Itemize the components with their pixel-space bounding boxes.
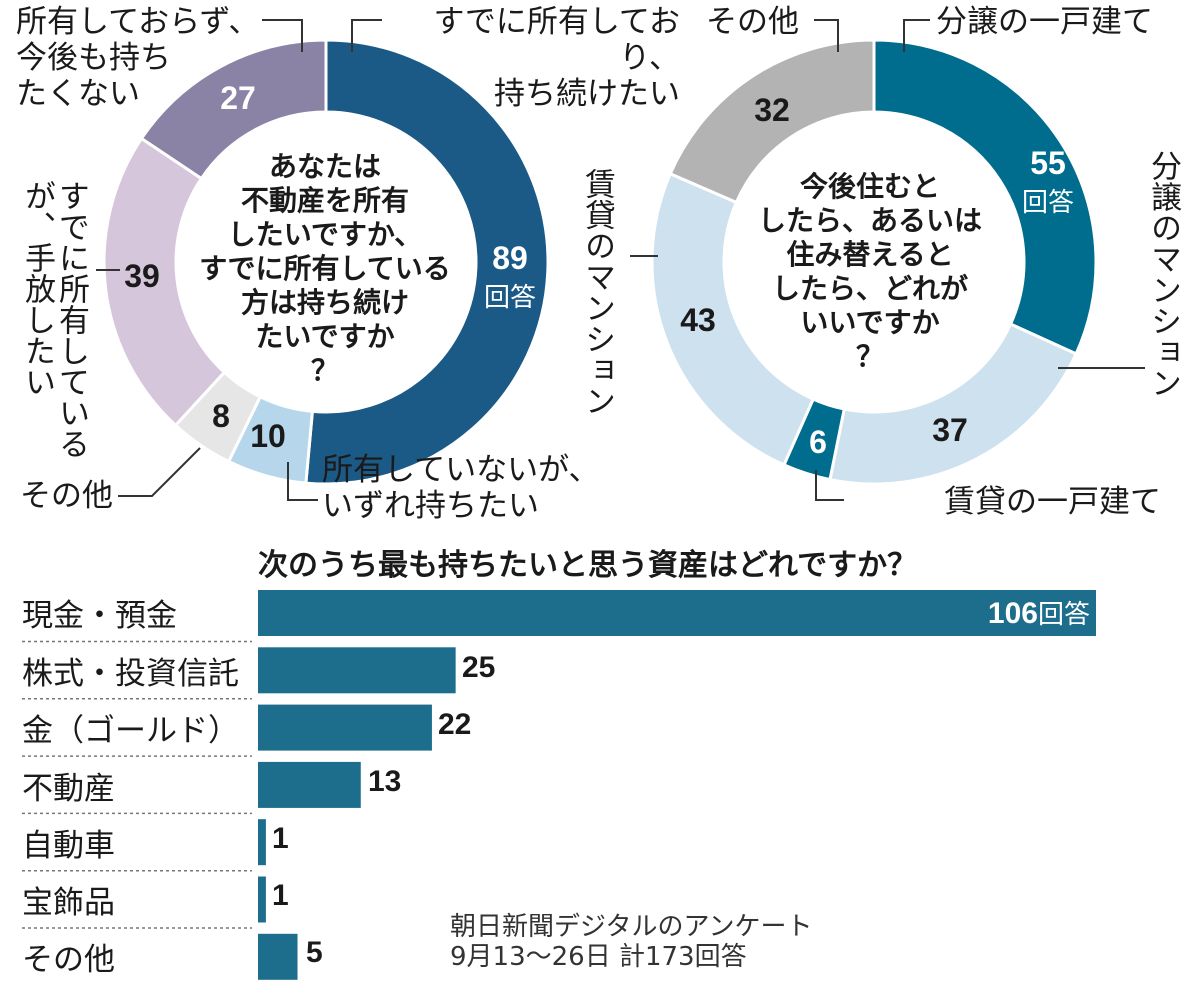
category-label: 不動産 <box>22 771 115 807</box>
slice-value: 10 <box>250 418 286 454</box>
bar-value-0: 106回答 <box>987 597 1090 630</box>
bar-value-4: 1 <box>272 822 289 855</box>
slice-label-vertical: 分譲のマンション <box>1145 150 1181 398</box>
donut-slice <box>828 322 1079 486</box>
bar-chart-title: 次のうち最も持ちたいと思う資産はどれですか？ <box>258 548 918 583</box>
slice-label-vertical: 賃貸のマンション <box>579 168 615 416</box>
slice-value: 89 回答 <box>483 240 536 312</box>
donut-slice <box>139 38 328 181</box>
bar-value-5: 1 <box>272 879 289 912</box>
slice-label: すでに所有しており、 持ち続けたい <box>433 4 680 112</box>
donut-slice <box>304 38 550 486</box>
bar <box>258 819 266 866</box>
leader-line <box>814 19 839 52</box>
slice-value: 55 回答 <box>1021 145 1074 217</box>
slice-label: 所有しておらず、 今後も持ち たくない <box>16 4 260 112</box>
leader-line <box>903 19 930 52</box>
slice-value: 37 <box>932 412 968 448</box>
bar-value-2: 22 <box>438 708 472 741</box>
slice-value: 39 <box>124 258 160 294</box>
donut-1-question: あなたは 不動産を所有 したいですか、 すでに所有している 方は持ち続け たいで… <box>199 150 451 387</box>
source-footnote: 朝日新聞デジタルのアンケート 9月13～26日 計173回答 <box>450 912 813 972</box>
donut-chart-1 <box>96 19 550 501</box>
donut-chart-2 <box>630 19 1145 501</box>
donut-slice <box>650 171 816 467</box>
slice-value: 27 <box>220 80 256 116</box>
leader-line <box>262 19 303 52</box>
bar <box>258 761 361 808</box>
slice-value: 8 <box>212 398 230 434</box>
donut-slice <box>872 38 1098 356</box>
bar <box>258 647 456 694</box>
leader-line <box>118 447 201 497</box>
slice-label: その他 <box>20 478 113 514</box>
leader-line <box>287 462 318 501</box>
category-label: 宝飾品 <box>22 885 115 921</box>
donut-2-question: 今後住むと したら、あるいは 住み替えると したら、どれが いいですか ？ <box>757 170 982 373</box>
slice-label-vertical: すでに所有しているが、手放したい <box>19 180 89 459</box>
bar <box>258 704 432 751</box>
slice-label: 賃貸の一戸建て <box>944 484 1161 520</box>
category-label: 現金・預金 <box>22 598 177 634</box>
category-label: その他 <box>22 942 115 978</box>
slice-value: 43 <box>680 302 716 338</box>
category-label: 金（ゴールド） <box>22 713 239 749</box>
bar-value-3: 13 <box>368 765 402 798</box>
bar-value-1: 25 <box>462 651 496 684</box>
donut-slice <box>668 38 876 205</box>
slice-label: 所有していないが、 いずれ持ちたい <box>322 452 600 524</box>
leader-line <box>815 470 844 501</box>
category-label: 株式・投資信託 <box>22 656 239 692</box>
category-labels: 現金・預金 株式・投資信託 金（ゴールド） 不動産 自動車 宝飾品 その他 <box>0 580 250 986</box>
category-label: 自動車 <box>22 828 115 864</box>
bar <box>258 933 298 980</box>
slice-label: その他 <box>706 4 799 40</box>
donut-slice <box>102 136 227 428</box>
bar <box>258 876 266 923</box>
slice-value: 32 <box>754 92 790 128</box>
leader-line <box>351 19 382 52</box>
bar <box>258 590 1096 636</box>
slice-value: 6 <box>809 424 827 460</box>
bar-chart <box>22 590 1096 980</box>
bar-value-6: 5 <box>306 936 323 969</box>
slice-label: 分譲の一戸建て <box>936 4 1153 40</box>
